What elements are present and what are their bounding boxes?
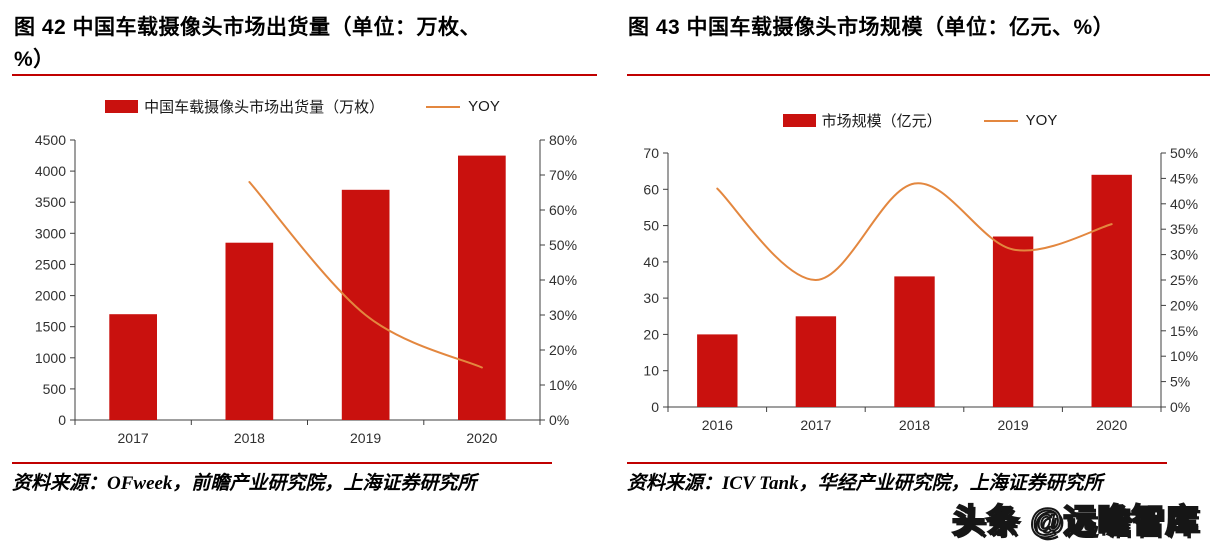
- title-underline-fig42: [12, 74, 597, 76]
- svg-text:40%: 40%: [549, 272, 577, 288]
- svg-text:60: 60: [643, 181, 659, 197]
- svg-text:50%: 50%: [1170, 145, 1198, 161]
- watermark-toutiao: 头条 @远瞻智库: [951, 501, 1200, 540]
- svg-text:2016: 2016: [702, 417, 733, 433]
- svg-text:30%: 30%: [1170, 247, 1198, 263]
- svg-text:500: 500: [43, 381, 67, 397]
- svg-text:2018: 2018: [234, 430, 265, 446]
- svg-text:50: 50: [643, 218, 659, 234]
- chart-plot-fig43: 0 10 20 30 40 50 60 70 0% 5% 10% 15% 20% 25% 30% 35% 40%…: [643, 145, 1198, 433]
- svg-text:2018: 2018: [899, 417, 930, 433]
- svg-text:2000: 2000: [35, 288, 66, 304]
- svg-text:45%: 45%: [1170, 170, 1198, 186]
- line-legend-swatch: [983, 119, 1018, 122]
- svg-text:2017: 2017: [800, 417, 831, 433]
- svg-text:4500: 4500: [35, 132, 66, 148]
- svg-text:0: 0: [58, 412, 66, 428]
- svg-text:1500: 1500: [35, 319, 66, 335]
- svg-text:10%: 10%: [1170, 348, 1198, 364]
- svg-text:30%: 30%: [549, 307, 577, 323]
- svg-text:0%: 0%: [549, 412, 569, 428]
- svg-text:2020: 2020: [1096, 417, 1127, 433]
- bar-legend-label: 市场规模（亿元）: [821, 113, 942, 130]
- svg-text:40%: 40%: [1170, 196, 1198, 212]
- svg-text:40: 40: [643, 254, 659, 270]
- svg-text:20: 20: [643, 326, 659, 342]
- svg-text:5%: 5%: [1170, 374, 1190, 390]
- svg-text:2019: 2019: [998, 417, 1029, 433]
- svg-text:3500: 3500: [35, 194, 66, 210]
- bar-legend-label: 中国车载摄像头市场出货量（万枚）: [144, 99, 385, 116]
- source-note-fig42: 资料来源：OFweek，前瞻产业研究院，上海证券研究所: [12, 462, 552, 499]
- svg-text:20%: 20%: [549, 342, 577, 358]
- svg-text:2017: 2017: [118, 430, 149, 446]
- line-legend-label: YOY: [468, 98, 500, 115]
- svg-text:15%: 15%: [1170, 323, 1198, 339]
- svg-text:80%: 80%: [549, 132, 577, 148]
- svg-text:0%: 0%: [1170, 399, 1190, 415]
- svg-text:2020: 2020: [466, 430, 497, 446]
- svg-text:10%: 10%: [549, 377, 577, 393]
- source-note-fig43: 资料来源：ICV Tank，华经产业研究院，上海证券研究所: [627, 462, 1167, 499]
- bar-legend-swatch: [782, 114, 816, 127]
- svg-text:60%: 60%: [549, 202, 577, 218]
- chart-plot-fig42: 0 500 1000 1500 2000 2500 3000 3500 4000 4500 0% 10…: [35, 132, 577, 446]
- svg-text:4000: 4000: [35, 163, 66, 179]
- svg-text:2019: 2019: [350, 430, 381, 446]
- svg-text:0: 0: [651, 399, 659, 415]
- chart-title-fig43: 图 43 中国车载摄像头市场规模（单位：亿元、%）: [628, 16, 1115, 39]
- svg-text:70%: 70%: [549, 167, 577, 183]
- svg-text:35%: 35%: [1170, 221, 1198, 237]
- chart-title-fig42: 图 42 中国车载摄像头市场出货量（单位：万枚、%）: [14, 16, 482, 71]
- svg-text:20%: 20%: [1170, 297, 1198, 313]
- svg-text:2500: 2500: [35, 256, 66, 272]
- svg-text:70: 70: [643, 145, 659, 161]
- svg-text:25%: 25%: [1170, 272, 1198, 288]
- bar-legend-swatch: [105, 100, 139, 113]
- chart-legend-fig43: 市场规模（亿元） YOY: [625, 110, 1215, 131]
- line-legend-label: YOY: [1025, 112, 1058, 129]
- line-legend-swatch: [426, 105, 461, 108]
- svg-text:50%: 50%: [549, 237, 577, 253]
- svg-text:3000: 3000: [35, 225, 66, 241]
- svg-text:1000: 1000: [35, 350, 66, 366]
- title-underline-fig43: [627, 74, 1210, 76]
- chart-legend-fig42: 中国车载摄像头市场出货量（万枚） YOY: [10, 96, 595, 117]
- svg-text:10: 10: [643, 363, 659, 379]
- svg-text:30: 30: [643, 290, 659, 306]
